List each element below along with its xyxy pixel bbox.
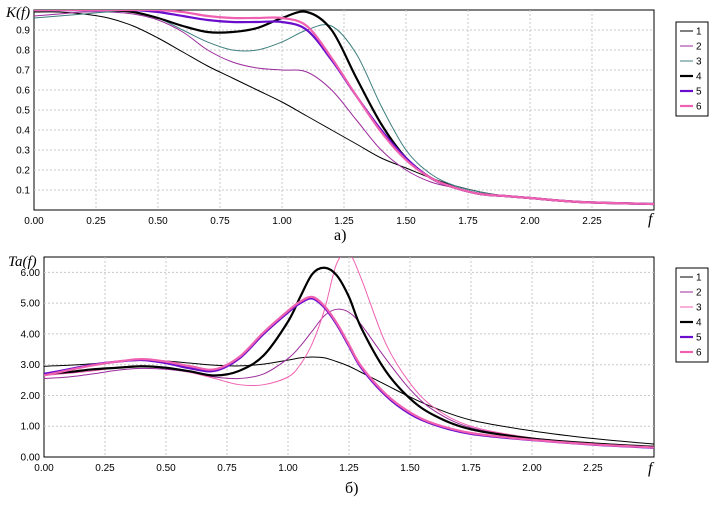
x-tick-label: 1.25 (339, 463, 359, 474)
y-tick-label: 0.2 (16, 166, 30, 177)
chart-panel-b: 0.00 0.25 0.50 0.75 1.00 1.25 1.50 1.75 2.00 2.25… (8, 254, 709, 497)
x-tick-label: 1.75 (461, 463, 481, 474)
x-tick-label: 1.50 (396, 216, 416, 227)
x-tick-label: 0.25 (86, 216, 106, 227)
legend-label-5: 5 (696, 333, 702, 344)
x-tick-label: 1.25 (334, 216, 354, 227)
x-axis-label-a: f (648, 211, 655, 228)
legend-box (675, 21, 709, 117)
legend-label-4: 4 (696, 72, 702, 83)
series-line-6 (34, 10, 654, 206)
legend-label-1: 1 (696, 273, 702, 284)
y-tick-label: 0.9 (16, 26, 30, 37)
legend-label-5: 5 (696, 87, 702, 98)
x-axis-label-b: f (648, 460, 655, 477)
y-tick-label: 4.00 (21, 329, 41, 340)
y-axis-label-a: K(f) (5, 5, 30, 21)
y-tick-label: 0.5 (16, 106, 30, 117)
y-tick-label: 1.00 (21, 422, 41, 433)
panel-caption-b: б) (345, 480, 358, 497)
y-tick-label: 6.00 (21, 268, 41, 279)
y-tick-label: 0.3 (16, 146, 30, 157)
grid-a (34, 10, 654, 210)
x-tick-label: 2.25 (583, 463, 603, 474)
y-tick-label: 0.1 (16, 186, 30, 197)
x-tick-label: 2.25 (582, 216, 602, 227)
series-line-4 (44, 266, 654, 448)
y-tick-label: 0.00 (21, 453, 41, 464)
legend-label-2: 2 (696, 42, 702, 53)
legend-box (675, 267, 709, 363)
y-tick-label: 5.00 (21, 299, 41, 310)
legend-label-4: 4 (696, 318, 702, 329)
y-tick-label: 0.6 (16, 86, 30, 97)
chart-panel-a: 0.00 0.25 0.50 0.75 1.00 1.25 1.50 1.75 2.00 2.25… (5, 5, 709, 244)
legend-label-3: 3 (696, 57, 702, 68)
legend-b: 1 2 3 4 5 6 (675, 267, 709, 363)
x-tick-label: 0.00 (34, 463, 54, 474)
x-tick-label: 1.75 (458, 216, 478, 227)
x-tick-label: 0.75 (210, 216, 230, 227)
y-axis-label-b: Ta(f) (8, 254, 37, 270)
legend-label-6: 6 (696, 102, 702, 113)
y-tick-label: 0.4 (16, 126, 30, 137)
legend-label-1: 1 (696, 27, 702, 38)
legend-label-3: 3 (696, 303, 702, 314)
ticks-a: 0.00 0.25 0.50 0.75 1.00 1.25 1.50 1.75 2.00 2.25… (16, 26, 602, 228)
y-tick-label: 0.7 (16, 66, 30, 77)
x-tick-label: 1.50 (400, 463, 420, 474)
x-tick-label: 0.50 (156, 463, 176, 474)
y-tick-label: 2.00 (21, 391, 41, 402)
series-line-6 (44, 295, 654, 449)
x-tick-label: 0.25 (95, 463, 115, 474)
x-tick-label: 2.00 (522, 463, 542, 474)
series-line-2 (44, 308, 654, 448)
grid-b (44, 257, 654, 457)
ticks-b: 0.00 0.25 0.50 0.75 1.00 1.25 1.50 1.75 2.00 2.25… (21, 268, 604, 474)
x-tick-label: 1.00 (272, 216, 292, 227)
legend-label-6: 6 (696, 348, 702, 359)
x-tick-label: 0.00 (24, 216, 44, 227)
series-group-b (44, 257, 654, 449)
y-tick-label: 0.8 (16, 46, 30, 57)
series-group-a (34, 10, 654, 206)
y-tick-label: 3.00 (21, 360, 41, 371)
legend-label-2: 2 (696, 288, 702, 299)
legend-a: 1 2 3 4 5 6 (675, 21, 709, 117)
panel-caption-a: а) (334, 227, 346, 244)
x-tick-label: 0.75 (217, 463, 237, 474)
x-tick-label: 2.00 (520, 216, 540, 227)
x-tick-label: 1.00 (278, 463, 298, 474)
x-tick-label: 0.50 (148, 216, 168, 227)
